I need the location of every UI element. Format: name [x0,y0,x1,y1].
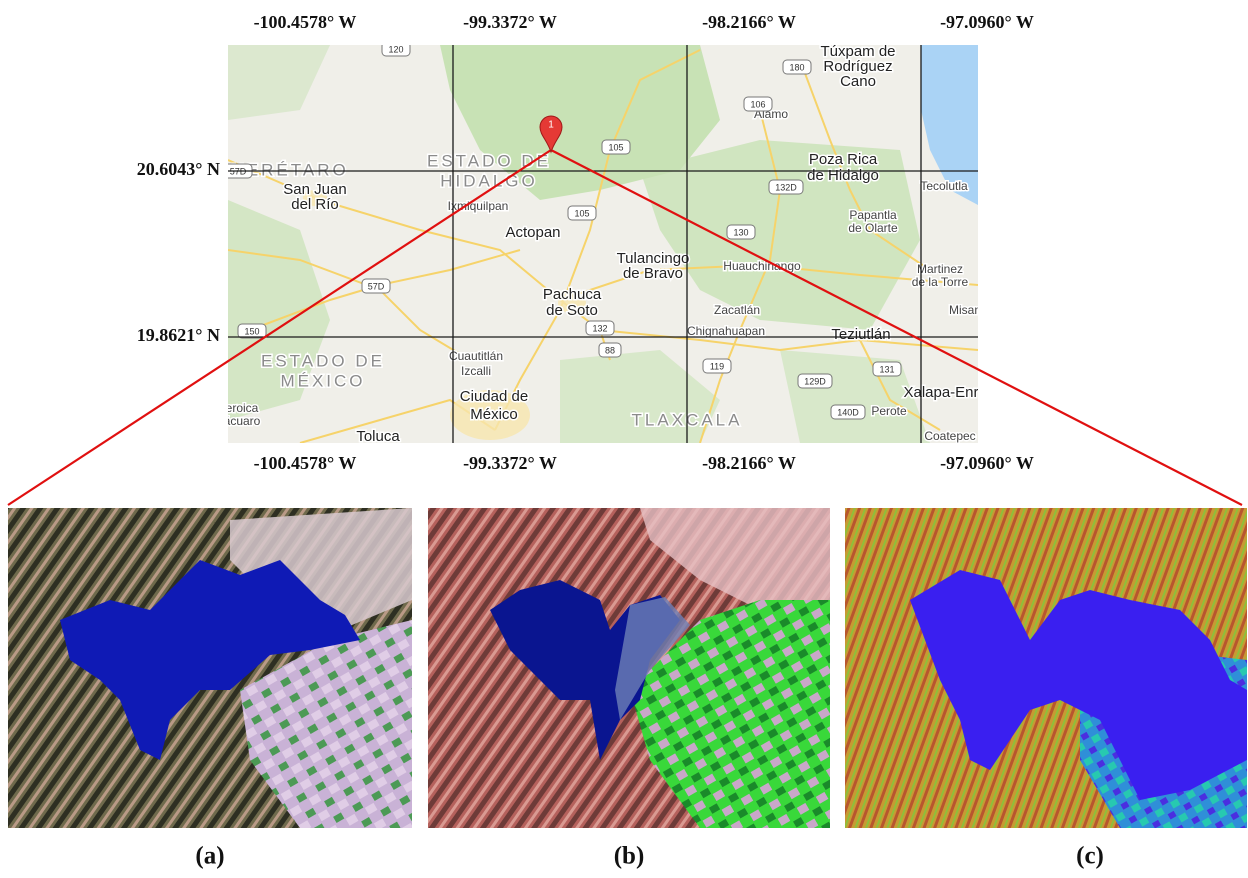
road-shield-label: 150 [244,326,259,336]
longitude-label: -100.4578° W [254,453,357,473]
place-label: Chignahuapan [687,324,765,338]
road-shield-label: 106 [750,99,765,109]
place-label: Izcalli [461,364,491,378]
place-label: Cano [840,73,876,90]
longitude-label: -98.2166° W [702,12,796,32]
place-label: México [470,406,518,423]
place-label: de la Torre [912,275,969,289]
place-label: Teziutlán [831,326,890,343]
place-label: Tecolutla [920,179,968,193]
road-shield-label: 119 [710,361,724,371]
place-label: Coatepec [924,429,975,443]
latitude-label: 19.8621° N [137,325,220,345]
panel-a-image [8,508,412,828]
page: { "map": { "lon_labels_top": ["-100.4578… [0,0,1248,878]
place-label: ESTADO DE [261,351,385,370]
road-shield-label: 132 [592,323,607,333]
longitude-label: -100.4578° W [254,12,357,32]
panel-caption: (a) [195,843,224,870]
place-label: de Bravo [623,265,683,282]
road-shield-label: 140D [837,407,859,417]
longitude-label: -97.0960° W [940,453,1034,473]
road-shield-label: 105 [608,142,623,152]
road-shield-label: 120 [388,44,403,54]
place-label: de Olarte [848,221,898,235]
place-label: Xalapa-Enr [903,384,978,401]
longitude-label: -99.3372° W [463,12,557,32]
marker-label: 1 [548,120,554,131]
place-label: Zacatlán [714,303,760,317]
longitude-label: -98.2166° W [702,453,796,473]
place-label: del Río [291,196,339,213]
place-label: Misan [949,303,981,317]
place-label: Martinez [917,262,963,276]
place-label: Huauchinango [723,259,801,273]
place-label: Papantla [849,208,897,222]
place-label: Toluca [356,428,400,445]
road-shield-label: 129D [804,376,826,386]
place-label: Cuautitlán [449,349,503,363]
road-shield-label: 88 [605,345,615,355]
place-label: Ciudad de [460,388,528,405]
panel-c-image [845,508,1247,828]
road-shield-label: 132D [775,182,797,192]
panel-caption: (b) [614,843,645,870]
place-label: Actopan [505,224,560,241]
place-label: de Hidalgo [807,167,879,184]
place-label: eroica [226,401,259,415]
place-label: Pachuca [543,286,602,303]
panel-captions: (a) (b) (c) [195,843,1103,870]
panel-caption: (c) [1076,843,1104,870]
place-label: Perote [871,404,907,418]
place-label: MÉXICO [280,371,365,390]
place-label: Poza Rica [809,151,878,168]
place-label: HIDALGO [440,171,538,190]
road-shield-label: 131 [879,364,894,374]
road-shield-label: 180 [789,62,804,72]
panel-b-image [428,508,830,828]
longitude-label: -99.3372° W [463,453,557,473]
latitude-label: 20.6043° N [137,159,220,179]
road-shield-label: 57D [368,281,385,291]
place-label: de Soto [546,302,598,319]
place-label: ácuaro [224,414,261,428]
longitude-label: -97.0960° W [940,12,1034,32]
road-shield-label: 130 [733,227,748,237]
figure: Túxpam deRodríguezCanoÁlamoQUERÉTAROESTA… [0,0,1248,878]
road-shield-label: 105 [574,208,589,218]
